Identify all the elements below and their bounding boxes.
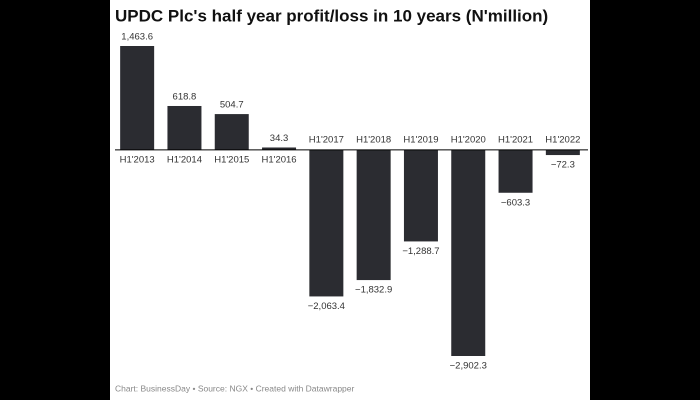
value-label: 618.8 — [173, 92, 197, 103]
chart-background — [110, 0, 590, 400]
value-label: −1,288.7 — [402, 246, 439, 257]
x-tick-label: H1'2019 — [403, 134, 438, 145]
value-label: 34.3 — [270, 133, 289, 144]
x-tick-label: H1'2018 — [356, 134, 391, 145]
bar — [356, 149, 391, 281]
x-tick-label: H1'2016 — [262, 154, 297, 165]
value-label: −2,063.4 — [308, 301, 345, 312]
chart-title: UPDC Plc's half year profit/loss in 10 y… — [115, 6, 548, 25]
x-tick-label: H1'2021 — [498, 134, 533, 145]
bar — [451, 149, 486, 356]
value-label: −1,832.9 — [355, 285, 392, 296]
bar — [309, 149, 344, 297]
bar — [167, 105, 202, 150]
x-tick-label: H1'2014 — [167, 154, 202, 165]
value-label: −72.3 — [551, 160, 575, 171]
value-label: 504.7 — [220, 100, 244, 111]
value-label: −2,902.3 — [450, 361, 487, 372]
x-tick-label: H1'2020 — [451, 134, 486, 145]
value-label: −603.3 — [501, 197, 530, 208]
bar — [403, 149, 438, 242]
x-tick-label: H1'2013 — [120, 154, 155, 165]
x-tick-label: H1'2017 — [309, 134, 344, 145]
x-tick-label: H1'2022 — [545, 134, 580, 145]
bar — [498, 149, 533, 193]
bar — [545, 149, 580, 156]
bar — [214, 114, 249, 150]
bar — [262, 147, 297, 150]
bar — [120, 46, 155, 150]
value-label: 1,463.6 — [121, 32, 153, 43]
source-note: Chart: BusinessDay • Source: NGX • Creat… — [115, 383, 354, 393]
x-tick-label: H1'2015 — [214, 154, 249, 165]
